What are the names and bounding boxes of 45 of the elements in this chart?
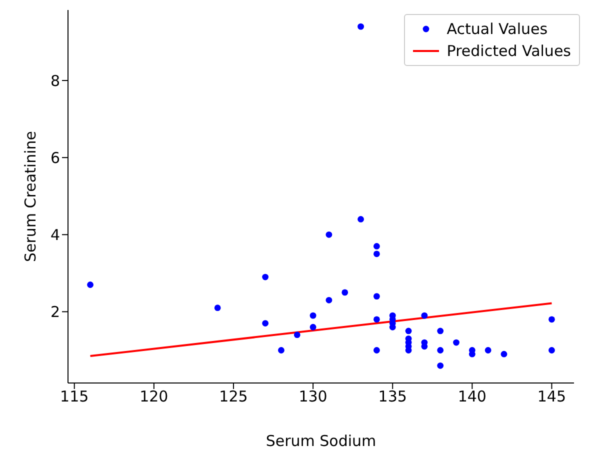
x-tick-label: 125 <box>219 388 248 406</box>
x-tick-label: 140 <box>458 388 486 406</box>
point <box>437 347 444 354</box>
point <box>310 324 316 330</box>
point <box>548 347 555 354</box>
point <box>421 343 428 350</box>
point <box>373 347 380 354</box>
point <box>484 347 492 354</box>
point <box>421 312 428 319</box>
point <box>310 312 316 319</box>
point <box>326 296 332 304</box>
y-axis-title: Serum Creatinine <box>21 131 40 262</box>
point <box>358 216 364 222</box>
x-axis-title: Serum Sodium <box>266 432 376 450</box>
point <box>548 316 555 323</box>
x-tick-label: 130 <box>298 388 328 406</box>
point <box>262 274 269 280</box>
point <box>214 304 221 312</box>
point <box>358 23 364 30</box>
point <box>87 282 94 288</box>
point <box>437 328 444 334</box>
y-tick-label: 4 <box>50 226 60 244</box>
point <box>500 350 508 358</box>
point <box>373 250 380 258</box>
point <box>453 339 460 346</box>
point <box>262 320 269 326</box>
point <box>373 243 380 250</box>
y-tick-label: 6 <box>50 148 60 167</box>
x-tick-label: 135 <box>378 388 407 406</box>
x-tick-label: 120 <box>140 388 168 406</box>
legend-label: Predicted Values <box>446 41 571 62</box>
point <box>373 316 380 323</box>
point <box>278 347 284 354</box>
point <box>373 293 380 300</box>
point <box>405 328 412 334</box>
point <box>294 332 300 338</box>
point <box>405 347 412 354</box>
point <box>342 289 348 296</box>
y-tick-label: 2 <box>50 303 60 322</box>
x-tick-label: 145 <box>537 388 566 406</box>
legend-label: Actual Values <box>446 19 548 40</box>
point <box>326 231 332 238</box>
y-tick-label: 8 <box>50 72 60 90</box>
point <box>437 362 444 369</box>
x-tick-label: 115 <box>60 388 89 406</box>
